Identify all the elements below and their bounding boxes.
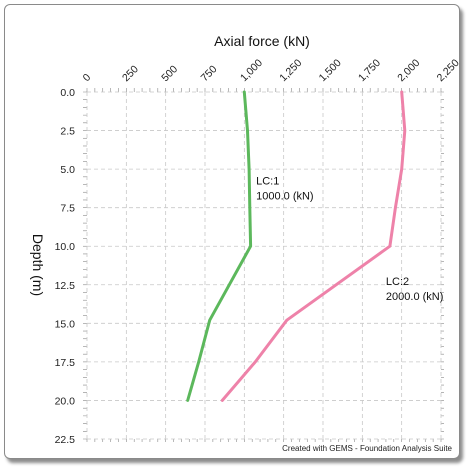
footer-credit: Created with GEMS - Foundation Analysis …	[282, 444, 452, 453]
y-tick-label: 20.0	[55, 395, 76, 407]
x-tick-label: 500	[159, 63, 180, 84]
x-tick-label: 1,500	[317, 57, 344, 84]
x-tick-label: 1,000	[238, 57, 265, 84]
y-tick-label: 22.5	[55, 434, 76, 446]
x-tick-label: 0	[81, 71, 94, 84]
x-tick-label: 1,250	[277, 57, 304, 84]
series-line-lc2	[220, 90, 407, 402]
series-name-label-lc1: LC:1	[256, 176, 279, 188]
chart-panel: 0.0 2.5 5.0 7.5 10.0 12.5 15.0 17.5 20.0 22.5 0 25…	[4, 4, 460, 459]
y-tick-label: 15.0	[55, 318, 76, 330]
axial-force-depth-chart: 0.0 2.5 5.0 7.5 10.0 12.5 15.0 17.5 20.0 22.5 0 25…	[30, 33, 460, 446]
series-value-label-lc2: 2000.0 (kN)	[386, 291, 443, 303]
y-tick-label: 7.5	[60, 203, 75, 215]
y-tick-label: 2.5	[60, 126, 75, 138]
y-axis-title: Depth (m)	[30, 234, 46, 296]
series-name-label-lc2: LC:2	[386, 276, 409, 288]
x-tick-label: 250	[120, 63, 141, 84]
y-tick-label: 5.0	[60, 164, 75, 176]
y-tick-label: 0.0	[60, 87, 75, 99]
y-tick-label: 12.5	[55, 280, 76, 292]
x-tick-label: 750	[199, 63, 220, 84]
x-tick-label: 1,750	[356, 57, 383, 84]
x-tick-label: 2,250	[435, 57, 460, 84]
x-tick-label: 2,000	[395, 57, 422, 84]
series-line-lc1	[186, 90, 253, 402]
x-axis-title: Axial force (kN)	[214, 33, 310, 49]
series-value-label-lc1: 1000.0 (kN)	[256, 191, 313, 203]
y-tick-label: 17.5	[55, 357, 76, 369]
y-tick-label: 10.0	[55, 241, 76, 253]
